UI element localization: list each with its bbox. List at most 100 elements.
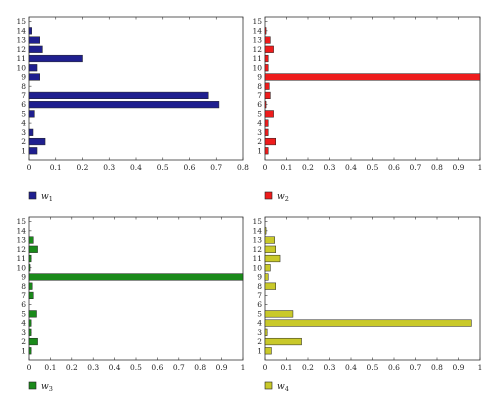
x-tick-label: 0.7 xyxy=(210,163,222,172)
bar-7 xyxy=(28,291,34,299)
y-tick-label: 2 xyxy=(21,137,26,146)
y-tick-label: 4 xyxy=(257,319,262,328)
x-tick-label: 0.7 xyxy=(173,363,185,372)
bar-3 xyxy=(28,328,32,336)
y-tick-label: 12 xyxy=(252,245,262,254)
y-tick-label: 8 xyxy=(21,82,26,91)
bar-9 xyxy=(264,273,269,281)
x-tick-label: 0.7 xyxy=(410,363,422,372)
x-tick-label: 0 xyxy=(263,163,268,172)
x-tick-label: 0.5 xyxy=(367,163,379,172)
y-tick-label: 12 xyxy=(16,245,26,254)
bar-1 xyxy=(28,147,38,155)
bar-10 xyxy=(264,264,271,272)
y-tick-label: 7 xyxy=(257,91,262,100)
bar-6 xyxy=(28,101,220,109)
bar-7 xyxy=(28,91,209,99)
x-tick-label: 0.5 xyxy=(130,363,142,372)
plot-frame xyxy=(28,16,244,161)
y-tick-label: 6 xyxy=(257,300,262,309)
y-tick-label: 10 xyxy=(252,63,262,72)
y-tick-label: 5 xyxy=(257,109,262,118)
bar-3 xyxy=(264,328,268,336)
y-tick-label: 2 xyxy=(257,137,262,146)
y-tick-label: 15 xyxy=(16,17,26,26)
bar-4 xyxy=(28,319,32,327)
bar-13 xyxy=(28,36,40,44)
y-tick-label: 7 xyxy=(21,91,26,100)
x-tick-label: 1 xyxy=(478,363,483,372)
x-tick-label: 0.1 xyxy=(281,163,293,172)
x-tick-label: 0 xyxy=(263,363,268,372)
x-tick-label: 0.5 xyxy=(367,363,379,372)
y-tick-label: 11 xyxy=(252,54,262,63)
y-tick-label: 5 xyxy=(21,309,26,318)
y-tick-label: 5 xyxy=(21,109,26,118)
y-tick-label: 1 xyxy=(21,146,26,155)
bar-5 xyxy=(264,110,274,118)
x-tick-label: 0.2 xyxy=(302,363,314,372)
bar-5 xyxy=(28,110,35,118)
y-tick-label: 15 xyxy=(252,217,262,226)
y-tick-label: 11 xyxy=(16,54,26,63)
y-tick-label: 9 xyxy=(21,273,26,282)
y-tick-label: 8 xyxy=(21,282,26,291)
x-tick-label: 0.4 xyxy=(345,363,357,372)
x-tick-label: 0.8 xyxy=(431,163,443,172)
bar-10 xyxy=(264,64,269,72)
bar-5 xyxy=(264,310,294,318)
bar-1 xyxy=(264,347,272,355)
y-tick-label: 13 xyxy=(252,36,262,45)
bar-9 xyxy=(28,73,40,81)
x-tick-label: 0 xyxy=(27,163,32,172)
y-tick-label: 3 xyxy=(21,328,26,337)
bar-14 xyxy=(28,27,32,35)
y-tick-label: 12 xyxy=(16,45,26,54)
y-tick-label: 2 xyxy=(21,337,26,346)
y-tick-label: 11 xyxy=(252,254,262,263)
bar-1 xyxy=(264,147,269,155)
bar-2 xyxy=(264,137,276,146)
y-tick-label: 4 xyxy=(257,119,262,128)
x-tick-label: 0.6 xyxy=(184,163,196,172)
x-tick-label: 0.3 xyxy=(324,363,336,372)
bar-7 xyxy=(264,91,271,99)
bar-11 xyxy=(264,54,269,63)
y-tick-label: 1 xyxy=(257,146,262,155)
plot-frame xyxy=(28,216,244,361)
y-tick-label: 9 xyxy=(257,73,262,82)
bar-10 xyxy=(28,264,31,272)
legend-label: w3 xyxy=(41,382,53,393)
x-tick-label: 0.1 xyxy=(44,363,56,372)
y-tick-label: 12 xyxy=(252,45,262,54)
y-tick-label: 14 xyxy=(16,226,26,235)
bar-1 xyxy=(28,347,32,355)
bar-13 xyxy=(28,236,34,244)
y-tick-label: 8 xyxy=(257,82,262,91)
bar-12 xyxy=(28,245,38,253)
bar-2 xyxy=(264,337,302,346)
bar-12 xyxy=(28,45,43,53)
y-tick-label: 4 xyxy=(21,319,26,328)
y-tick-label: 14 xyxy=(252,226,262,235)
y-tick-label: 9 xyxy=(257,273,262,282)
y-tick-label: 4 xyxy=(21,119,26,128)
bar-8 xyxy=(264,282,276,290)
x-tick-label: 0 xyxy=(27,363,32,372)
legend: w1 xyxy=(28,191,53,203)
x-tick-label: 0.4 xyxy=(345,163,357,172)
x-tick-label: 0.6 xyxy=(151,363,163,372)
y-tick-label: 5 xyxy=(257,309,262,318)
bar-8 xyxy=(264,82,270,90)
bar-6 xyxy=(264,101,267,109)
x-tick-label: 0.4 xyxy=(109,363,121,372)
bar-4 xyxy=(264,119,269,127)
legend-swatch xyxy=(264,381,273,390)
y-tick-label: 11 xyxy=(16,254,26,263)
legend: w4 xyxy=(264,381,289,393)
y-tick-label: 1 xyxy=(257,346,262,355)
bar-12 xyxy=(264,245,276,253)
legend-label: w1 xyxy=(41,192,53,203)
x-tick-label: 0.4 xyxy=(130,163,142,172)
